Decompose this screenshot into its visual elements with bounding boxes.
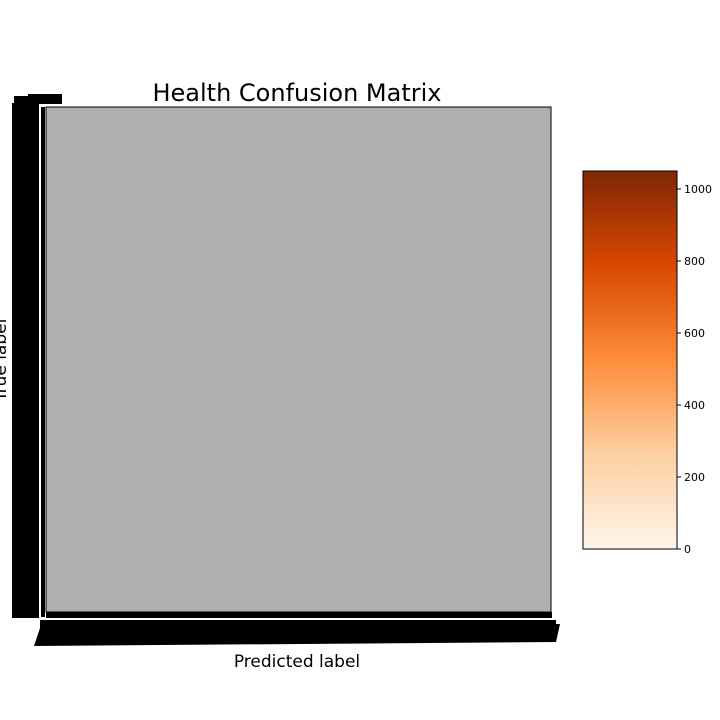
top-tick-clutter [28, 94, 62, 104]
colorbar-tick-label: 800 [684, 255, 705, 268]
colorbar-tick-label: 200 [684, 471, 705, 484]
colorbar-tick-label: 0 [684, 543, 691, 556]
y-axis-spine [41, 107, 45, 617]
colorbar-ticks: 0 200 400 600 800 1000 [677, 183, 712, 556]
colorbar-tick-label: 1000 [684, 183, 712, 196]
x-axis-label: Predicted label [234, 652, 360, 672]
colorbar-tick-label: 400 [684, 399, 705, 412]
heatmap-matrix [45, 106, 552, 613]
chart-title: Health Confusion Matrix [152, 79, 441, 107]
colorbar-tick-label: 600 [684, 327, 705, 340]
x-tick-labels [34, 612, 560, 646]
y-tick-labels [12, 96, 39, 618]
colorbar: 0 200 400 600 800 1000 [582, 170, 712, 556]
y-axis-label: True label [0, 319, 11, 403]
colorbar-gradient [582, 170, 678, 550]
